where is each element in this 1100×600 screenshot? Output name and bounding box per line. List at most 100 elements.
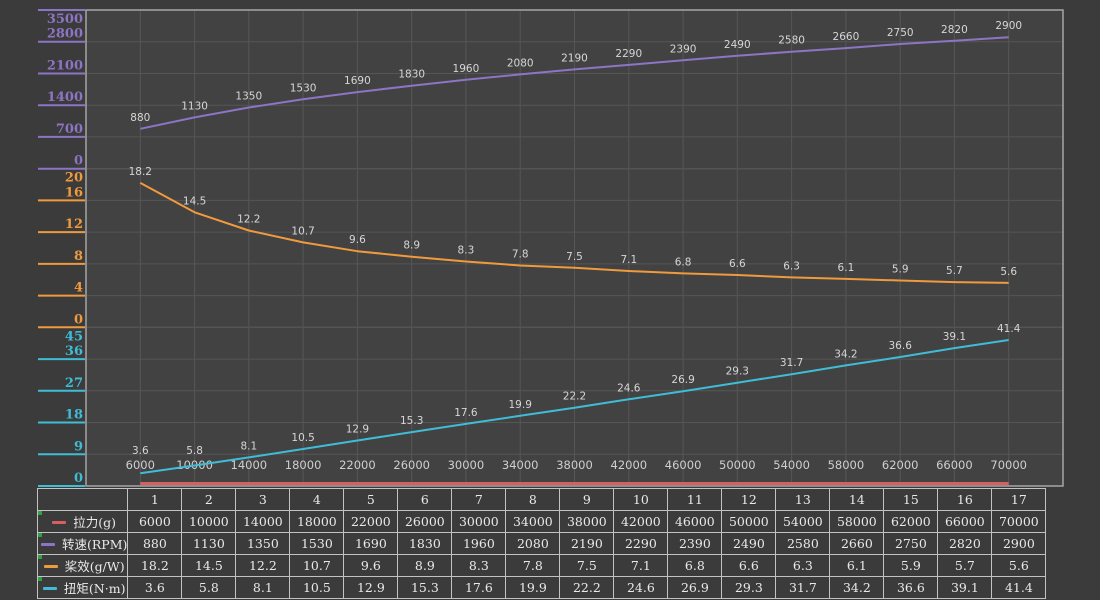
- x-axis-tick-label: 26000: [393, 458, 430, 472]
- column-header: 14: [829, 488, 885, 511]
- table-cell: 5.6: [991, 554, 1047, 577]
- legend-item-rpm[interactable]: 转速(RPM): [36, 532, 129, 555]
- y-axis-tick-label: 12: [65, 217, 83, 232]
- table-cell: 7.8: [505, 554, 561, 577]
- table-row-efficiency: 桨效(g/W) 18.2 14.5 12.2 10.7 9.6 8.9 8.3 7.8 7.5 7.…: [36, 554, 1047, 577]
- y-axis-tick-label: 700: [56, 122, 83, 137]
- data-label-efficiency: 7.8: [512, 249, 529, 261]
- table-cell: 14.5: [181, 554, 237, 577]
- table-cell: 30000: [451, 510, 507, 533]
- data-label-efficiency: 8.9: [403, 240, 420, 252]
- data-label-torque: 31.7: [780, 357, 803, 369]
- table-cell: 6.3: [775, 554, 831, 577]
- y-axis-tick-label: 4: [74, 281, 83, 296]
- series-line-efficiency: [139, 182, 1009, 284]
- data-label-efficiency: 6.6: [729, 258, 746, 270]
- table-cell: 2900: [991, 532, 1047, 555]
- table-cell: 10.5: [289, 576, 345, 599]
- series-line-rpm: [140, 36, 1009, 130]
- data-label-rpm: 880: [130, 112, 150, 124]
- legend-label: 扭矩(N·m): [63, 581, 126, 596]
- column-header: 3: [235, 488, 291, 511]
- legend-item-torque[interactable]: 扭矩(N·m): [36, 576, 129, 599]
- y-axis-tick-label: 0: [74, 154, 83, 169]
- column-header: 17: [991, 488, 1047, 511]
- legend-dash-icon-rpm: [41, 542, 55, 546]
- table-cell: 880: [127, 532, 183, 555]
- column-header: 15: [883, 488, 939, 511]
- table-cell: 12.9: [343, 576, 399, 599]
- cell-flag-icon: [38, 577, 42, 581]
- data-label-efficiency: 5.6: [1000, 266, 1017, 278]
- cell-flag-icon: [38, 533, 42, 537]
- data-label-rpm: 1830: [398, 69, 425, 81]
- table-cell: 6.1: [829, 554, 885, 577]
- legend-item-thrust[interactable]: 拉力(g): [36, 510, 129, 533]
- data-label-efficiency: 6.3: [783, 260, 800, 272]
- data-label-efficiency: 5.9: [892, 264, 909, 276]
- data-label-efficiency: 8.3: [458, 245, 475, 257]
- table-cell: 22000: [343, 510, 399, 533]
- x-axis-tick-label: 34000: [502, 458, 539, 472]
- table-cell: 5.8: [181, 576, 237, 599]
- cell-flag-icon: [38, 511, 42, 515]
- data-label-efficiency: 6.1: [838, 262, 855, 274]
- table-cell: 42000: [613, 510, 669, 533]
- data-label-rpm: 1530: [290, 82, 317, 94]
- data-label-rpm: 1130: [181, 100, 208, 112]
- table-cell: 5.7: [937, 554, 993, 577]
- table-cell: 17.6: [451, 576, 507, 599]
- table-row-torque: 扭矩(N·m) 3.6 5.8 8.1 10.5 12.9 15.3 17.6 19.9 22.2…: [36, 576, 1047, 599]
- table-cell: 2490: [721, 532, 777, 555]
- x-axis-tick-label: 30000: [448, 458, 485, 472]
- table-cell: 36.6: [883, 576, 939, 599]
- table-cell: 7.5: [559, 554, 615, 577]
- data-label-rpm: 2490: [724, 39, 751, 51]
- table-cell: 2580: [775, 532, 831, 555]
- data-label-torque: 22.2: [563, 391, 586, 403]
- y-axis-tick-label: 1400: [47, 90, 83, 105]
- table-cell: 38000: [559, 510, 615, 533]
- table-cell: 41.4: [991, 576, 1047, 599]
- table-cell: 6.6: [721, 554, 777, 577]
- series-line-torque: [140, 339, 1009, 475]
- x-axis-tick-label: 14000: [231, 458, 268, 472]
- y-axis-tick-label: 27: [65, 376, 83, 391]
- table-cell: 12.2: [235, 554, 291, 577]
- data-label-efficiency: 9.6: [349, 234, 366, 246]
- column-header: 10: [613, 488, 669, 511]
- table-cell: 22.2: [559, 576, 615, 599]
- table-header-row: 1 2 3 4 5 6 7 8 9 10 11 12 13 14 15 16 17: [36, 488, 1047, 511]
- x-axis-tick-label: 58000: [828, 458, 865, 472]
- table-cell: 1350: [235, 532, 291, 555]
- cell-flag-icon: [38, 555, 42, 559]
- table-cell: 29.3: [721, 576, 777, 599]
- data-label-rpm: 2290: [615, 48, 642, 60]
- x-axis-tick-label: 6000: [126, 458, 155, 472]
- table-cell: 14000: [235, 510, 291, 533]
- legend-dash-icon-efficiency: [43, 564, 58, 568]
- data-label-torque: 39.1: [943, 331, 966, 343]
- data-label-efficiency: 7.1: [620, 254, 637, 266]
- column-header: 9: [559, 488, 615, 511]
- data-label-torque: 17.6: [454, 407, 478, 419]
- column-header: 11: [667, 488, 723, 511]
- data-label-rpm: 2390: [670, 43, 697, 55]
- x-axis-tick-label: 18000: [285, 458, 322, 472]
- table-cell: 7.1: [613, 554, 669, 577]
- data-label-torque: 10.5: [291, 432, 314, 444]
- column-header: 5: [343, 488, 399, 511]
- table-cell: 2660: [829, 532, 885, 555]
- table-cell: 62000: [883, 510, 939, 533]
- data-label-rpm: 2750: [887, 27, 914, 39]
- x-axis-tick-label: 22000: [339, 458, 376, 472]
- legend-item-efficiency[interactable]: 桨效(g/W): [36, 554, 129, 577]
- table-cell: 1530: [289, 532, 345, 555]
- y-axis-tick-label: 2800: [47, 27, 83, 42]
- table-cell: 1130: [181, 532, 237, 555]
- column-header: 16: [937, 488, 993, 511]
- table-row-rpm: 转速(RPM) 880 1130 1350 1530 1690 1830 1960 2080 21…: [36, 532, 1047, 555]
- table-cell: 2750: [883, 532, 939, 555]
